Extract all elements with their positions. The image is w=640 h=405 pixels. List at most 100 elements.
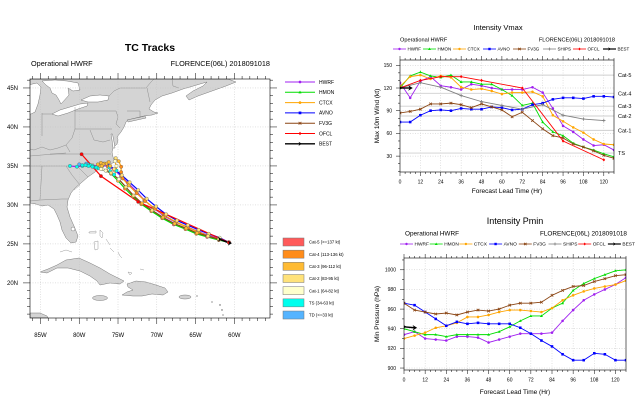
data-point-fv3g: [624, 273, 626, 277]
track-point-best: [217, 236, 222, 242]
pmin-subtitle-left: Operational HWRF: [405, 231, 459, 238]
data-point-hmon: [508, 325, 512, 328]
data-point-hmon: [449, 73, 453, 77]
data-point-fv3g: [449, 101, 453, 105]
track-point-fv3g: [161, 215, 165, 220]
track-point-fv3g: [94, 165, 99, 170]
data-point-fv3g: [439, 102, 443, 106]
category-label: Cat-2 (83-95 kt): [309, 276, 340, 281]
legend-item-avno: AVNO: [483, 47, 510, 52]
data-point-hwrf: [510, 88, 514, 91]
lat-tick-label: 20N: [7, 281, 18, 287]
data-point-hmon: [469, 80, 473, 83]
category-swatch: [282, 298, 305, 308]
bahamas-islands: [59, 229, 145, 276]
y-tick-label: 150: [384, 63, 393, 69]
lesser-antilles: [196, 295, 224, 316]
data-point-best: [400, 86, 403, 90]
data-point-ctcx: [582, 290, 585, 293]
data-point-ctcx: [413, 334, 416, 337]
data-point-hmon: [418, 70, 422, 74]
series-layer: [404, 268, 626, 362]
data-point-fv3g: [434, 312, 438, 316]
track-point-fv3g: [80, 163, 85, 168]
data-point-hwrf: [603, 288, 607, 291]
data-point-avno: [408, 120, 412, 124]
data-point-hmon: [518, 319, 522, 322]
track-point-ofcl: [136, 199, 141, 204]
data-point-ships: [520, 107, 524, 111]
data-point-ships: [602, 118, 606, 123]
data-point-hmon: [413, 330, 417, 333]
track-point-ofcl: [99, 174, 103, 178]
island-hispaniola: [121, 280, 169, 297]
data-point-avno: [582, 97, 585, 100]
track-point-fv3g: [140, 201, 144, 206]
pmin-title: Intensity Pmin: [487, 216, 544, 226]
series-fv3g: [400, 101, 614, 160]
legend-marker: [298, 131, 302, 136]
legend-label: OFCL: [588, 47, 600, 52]
data-point-hwrf: [449, 85, 453, 89]
data-point-avno: [470, 107, 473, 111]
data-point-fv3g: [520, 110, 524, 114]
lat-tick-label: 35N: [7, 164, 18, 170]
data-point-hwrf: [400, 81, 402, 84]
data-point-hwrf: [455, 335, 459, 338]
data-point-ctcx: [592, 138, 595, 141]
x-tick-label: 24: [444, 378, 450, 384]
data-point-avno: [550, 345, 554, 348]
track-point-hwrf: [68, 164, 72, 168]
data-point-ships: [561, 113, 565, 117]
data-point-ofcl: [480, 78, 483, 83]
data-point-avno: [439, 108, 443, 112]
data-point-ctcx: [466, 315, 469, 319]
data-point-best: [408, 85, 413, 91]
track-point-avno: [175, 218, 179, 223]
legend-label: SHIPS: [563, 242, 577, 248]
legend-marker: [405, 242, 408, 246]
legend-label: HMON: [438, 47, 452, 52]
data-point-hmon: [592, 277, 596, 280]
border-line: [89, 129, 111, 143]
track-point-avno: [196, 228, 201, 232]
data-point-avno: [540, 339, 543, 342]
data-point-hwrf: [561, 124, 565, 128]
data-point-fv3g: [408, 109, 412, 114]
series-line-avno: [400, 95, 614, 123]
data-point-fv3g: [541, 127, 545, 131]
data-point-avno: [449, 109, 453, 112]
border-line: [171, 79, 180, 89]
data-point-fv3g: [418, 107, 422, 111]
map-tracks: [68, 152, 232, 246]
data-point-avno: [519, 326, 522, 330]
series-best: [404, 325, 418, 331]
data-point-hmon: [624, 268, 626, 271]
data-point-fv3g: [592, 280, 596, 284]
legend-marker: [583, 242, 586, 246]
track-point-hwrf: [75, 164, 79, 169]
vmax-y-axis-label: Max 10m Wind (kt): [374, 89, 381, 144]
data-point-ctcx: [434, 326, 437, 330]
x-tick-label: 12: [422, 378, 428, 384]
island-outline: [127, 271, 133, 276]
legend-marker: [458, 47, 461, 51]
x-tick-label: 48: [486, 378, 492, 384]
data-point-fv3g: [455, 313, 459, 317]
legend-label: SHIPS: [558, 47, 572, 52]
series-line-fv3g: [404, 274, 626, 316]
data-point-fv3g: [571, 284, 575, 289]
map-legend-item-ctcx: CTCX: [285, 100, 333, 106]
land-long-island: [126, 115, 147, 123]
data-point-hmon: [423, 333, 427, 336]
category-label: Cat-4 (113-136 kt): [309, 252, 344, 257]
pmin-y-axis-label: Min Pressure (hPa): [374, 286, 381, 342]
data-point-hmon: [404, 327, 406, 330]
data-point-hwrf: [408, 96, 412, 100]
data-point-fv3g: [413, 308, 417, 312]
track-point-fv3g: [150, 208, 155, 213]
map-legend-item-ofcl: OFCL: [285, 131, 333, 137]
map-legend-item-best: BEST: [285, 142, 332, 148]
tc-tracks-panel: TC Tracks Operational HWRF FLORENCE(06L)…: [7, 42, 344, 339]
legend-label: HWRF: [415, 242, 429, 248]
